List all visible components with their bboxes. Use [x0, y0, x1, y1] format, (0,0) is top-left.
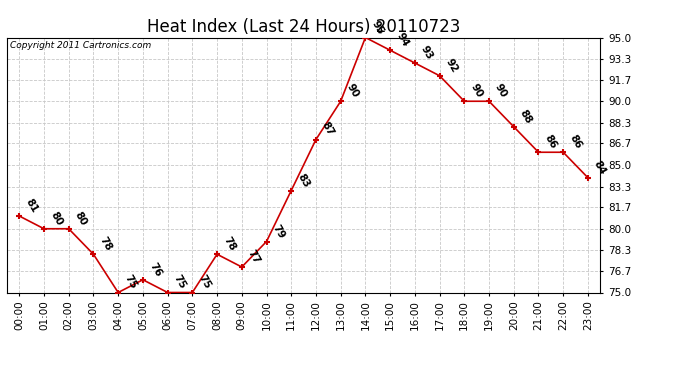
Text: 75: 75	[122, 273, 138, 291]
Text: 94: 94	[394, 31, 411, 49]
Title: Heat Index (Last 24 Hours) 20110723: Heat Index (Last 24 Hours) 20110723	[147, 18, 460, 36]
Text: 86: 86	[567, 133, 583, 151]
Text: 93: 93	[419, 44, 435, 62]
Text: 80: 80	[73, 210, 89, 227]
Text: 90: 90	[345, 82, 361, 100]
Text: 83: 83	[295, 171, 311, 189]
Text: 80: 80	[48, 210, 64, 227]
Text: 92: 92	[444, 57, 460, 74]
Text: 76: 76	[147, 261, 163, 278]
Text: 81: 81	[23, 197, 39, 214]
Text: 87: 87	[320, 120, 336, 138]
Text: 75: 75	[172, 273, 188, 291]
Text: 86: 86	[542, 133, 559, 151]
Text: Copyright 2011 Cartronics.com: Copyright 2011 Cartronics.com	[10, 41, 151, 50]
Text: 78: 78	[97, 235, 114, 253]
Text: 79: 79	[270, 222, 286, 240]
Text: 77: 77	[246, 248, 262, 266]
Text: 78: 78	[221, 235, 237, 253]
Text: 90: 90	[469, 82, 484, 100]
Text: 88: 88	[518, 108, 534, 125]
Text: 84: 84	[592, 159, 608, 176]
Text: 95: 95	[370, 19, 386, 36]
Text: 75: 75	[197, 273, 213, 291]
Text: 90: 90	[493, 82, 509, 100]
